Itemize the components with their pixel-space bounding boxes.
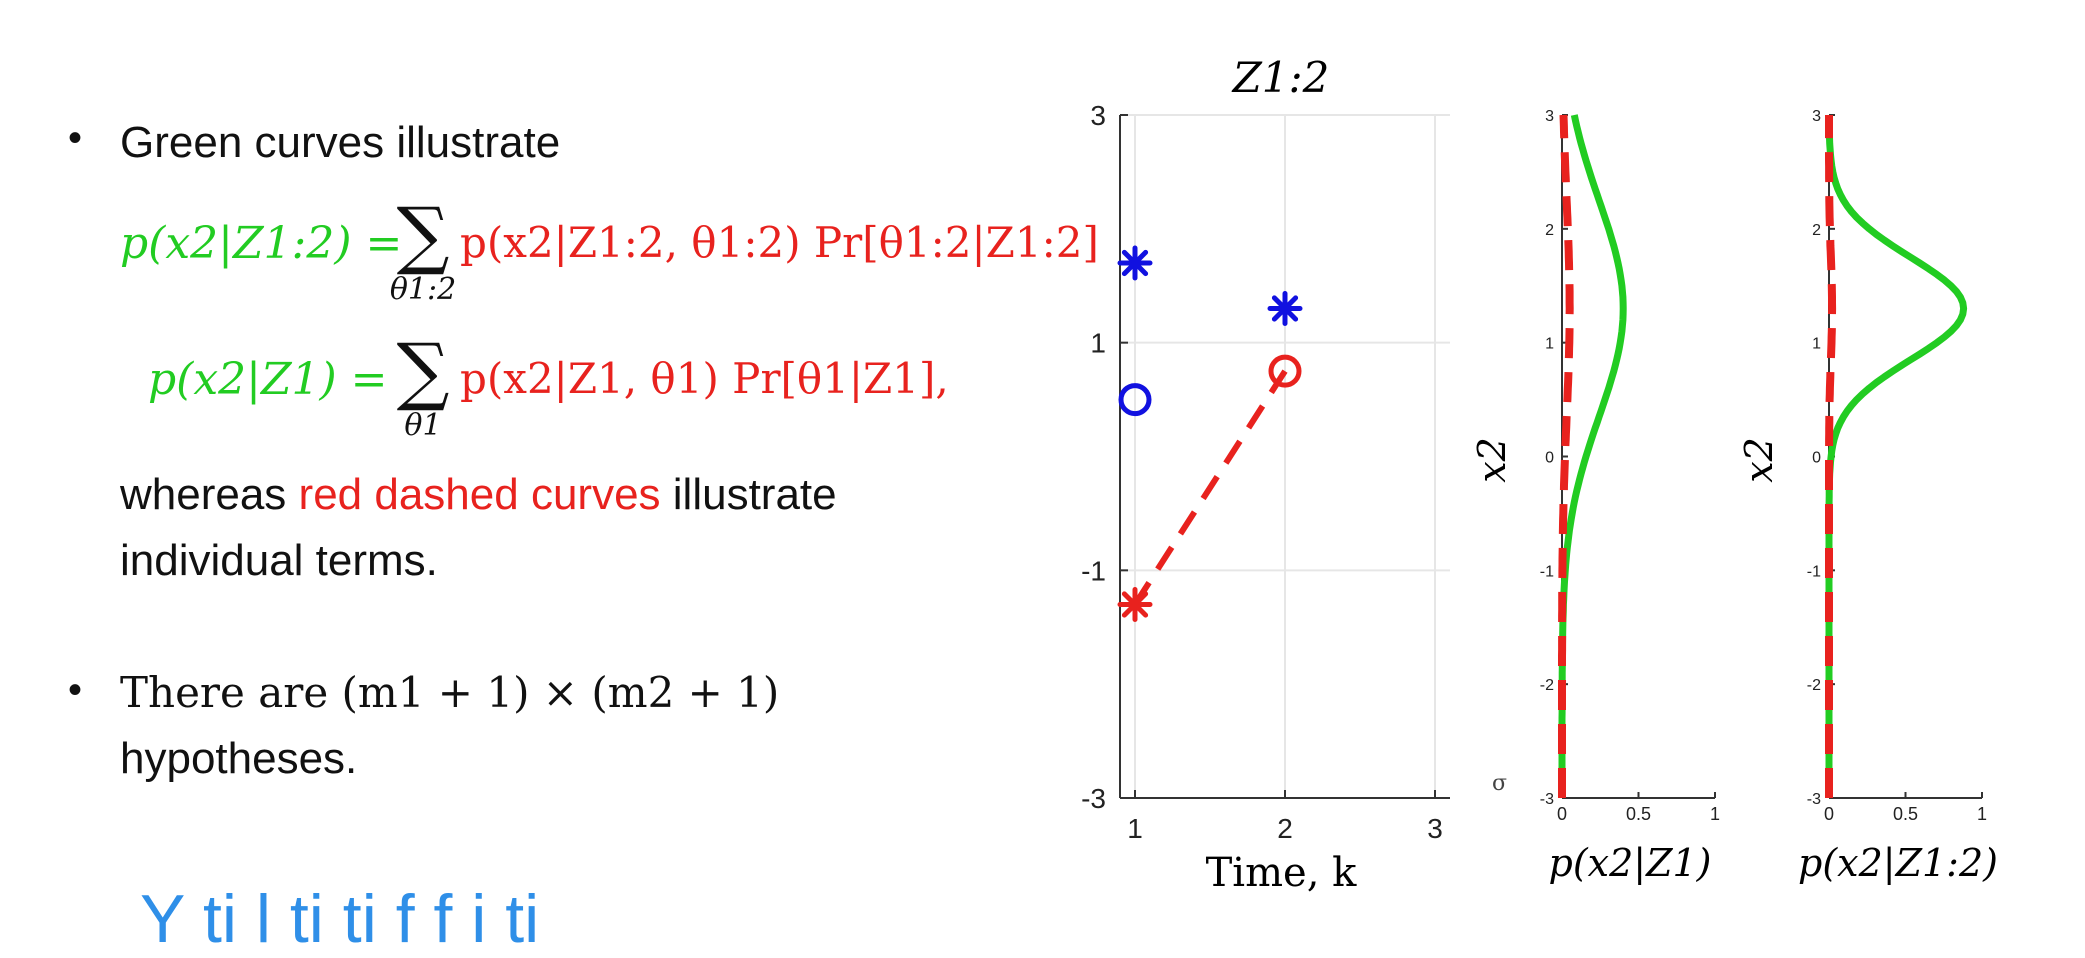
- eq1-sum-symbol: ∑: [396, 192, 450, 278]
- bullet-2-line2: hypotheses.: [120, 734, 358, 783]
- bullet-marker-1: •: [68, 116, 83, 160]
- chart1-xlabel: Time, k: [1206, 850, 1358, 896]
- bullet-marker-2: •: [68, 668, 83, 712]
- red-dashed-phrase: red dashed curves: [298, 470, 661, 519]
- illustrate-word: illustrate: [672, 470, 837, 519]
- chart1-xtick-label: 2: [1277, 813, 1293, 844]
- chart3-ytick-label: 1: [1812, 336, 1821, 353]
- chart2-xtick-label: 0: [1557, 804, 1567, 824]
- chart2-ytick-label: 0: [1545, 450, 1554, 467]
- chart1-asterisk-point: [1117, 586, 1153, 622]
- chart1-asterisk-point: [1267, 291, 1303, 327]
- chart3-red-dashed-curve: [1825, 115, 1837, 798]
- chart1-xtick-label: 3: [1427, 813, 1443, 844]
- bullet-1-whereas-line: whereas red dashed curves illustrate: [120, 470, 837, 520]
- chart1-xtick-label: 1: [1127, 813, 1143, 844]
- chart1-circle-point: [1118, 383, 1152, 417]
- chart2-xlabel: p(x2|Z1): [1549, 841, 1712, 885]
- chart2-ytick-label: 2: [1545, 222, 1554, 239]
- whereas-word: whereas: [120, 470, 287, 519]
- chart1-ytick-label: -1: [1081, 555, 1106, 586]
- chart1-ytick-label: 3: [1090, 100, 1106, 131]
- chart2-ytick-label: 3: [1545, 108, 1554, 125]
- eq1-sum: ∑ θ1:2: [378, 198, 468, 307]
- chart2-stray-mark: σ: [1492, 771, 1507, 796]
- chart1-title: Z1:2: [1231, 53, 1330, 102]
- chart3-xtick-label: 1: [1977, 804, 1987, 824]
- chart1-circle-point: [1268, 354, 1302, 388]
- chart3-ytick-label: 0: [1812, 450, 1821, 467]
- chart1-ytick-label: 1: [1090, 328, 1106, 359]
- chart3-ylabel: x2: [1737, 437, 1781, 483]
- chart3-xtick-label: 0.5: [1893, 804, 1918, 824]
- chart3-xtick-label: 0: [1824, 804, 1834, 824]
- chart3-ytick-label: 2: [1812, 222, 1821, 239]
- bullet-2-line1: There are (m1 + 1) × (m2 + 1): [120, 668, 780, 717]
- chart3-ytick-label: -2: [1807, 677, 1821, 694]
- chart2-red-dashed-curve: [1558, 114, 1574, 798]
- chart-measurements: Z1:2 Time, k 1 2 3 3 1 -1 -3: [1081, 53, 1450, 896]
- chart3-green-solid-curve: [1825, 114, 1968, 798]
- bullet-1-line2: individual terms.: [120, 536, 438, 585]
- eq2-sum-symbol: ∑: [396, 328, 450, 414]
- chart2-ytick-label: -1: [1540, 563, 1554, 580]
- bullet-1-intro: Green curves illustrate: [120, 118, 561, 167]
- chart2-ytick-label: -3: [1540, 791, 1554, 808]
- eq1-rhs: p(x2|Z1:2, θ1:2) Pr[θ1:2|Z1:2]: [460, 218, 1099, 267]
- chart3-ytick-label: -3: [1807, 791, 1821, 808]
- slide-text: • Green curves illustrate p(x2|Z1:2) = ∑…: [0, 0, 1099, 904]
- chart2-xtick-label: 0.5: [1626, 804, 1651, 824]
- chart1-dashed-link: [1132, 369, 1288, 607]
- eq2-sum: ∑ θ1: [378, 334, 468, 443]
- chart1-asterisk-point: [1117, 245, 1153, 281]
- eq2-sum-index: θ1: [404, 408, 442, 443]
- chart2-ytick-label: -2: [1540, 677, 1554, 694]
- chart2-ytick-label: 1: [1545, 336, 1554, 353]
- eq1-sum-index: θ1:2: [389, 272, 457, 307]
- chart2-xtick-label: 1: [1710, 804, 1720, 824]
- eq2-lhs: p(x2|Z1) =: [148, 354, 388, 405]
- chart2-ylabel: x2: [1470, 437, 1514, 483]
- chart1-ytick-label: -3: [1081, 783, 1106, 814]
- chart2-green-solid-curve: [1558, 114, 1627, 798]
- chart3-ytick-label: -1: [1807, 563, 1821, 580]
- chart3-xlabel: p(x2|Z1:2): [1798, 841, 1998, 885]
- eq2-rhs: p(x2|Z1, θ1) Pr[θ1|Z1],: [460, 354, 949, 403]
- chart3-ytick-label: 3: [1812, 108, 1821, 125]
- cut-off-next-bullet: Y ti l ti ti f f i ti: [140, 881, 540, 957]
- eq1-lhs: p(x2|Z1:2) =: [120, 218, 403, 269]
